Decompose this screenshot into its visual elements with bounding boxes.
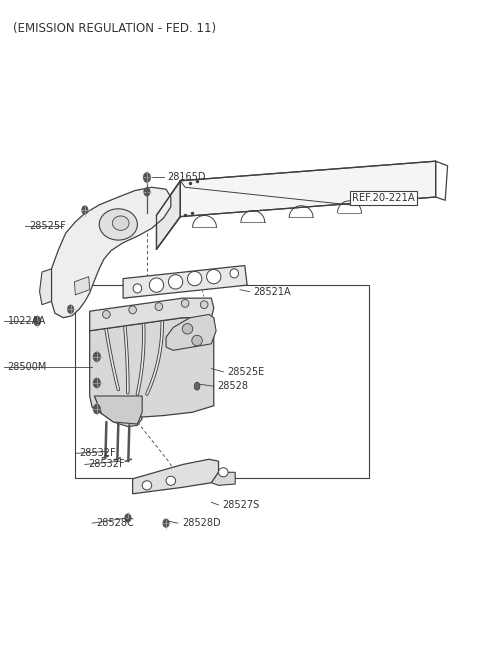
Ellipse shape — [230, 269, 239, 278]
Polygon shape — [156, 181, 180, 250]
Circle shape — [163, 519, 169, 527]
Circle shape — [94, 352, 100, 362]
Circle shape — [94, 404, 100, 413]
Polygon shape — [95, 396, 142, 424]
Polygon shape — [74, 276, 90, 295]
Text: 28527S: 28527S — [222, 500, 260, 510]
Polygon shape — [166, 314, 216, 350]
Text: 28532F: 28532F — [79, 449, 116, 458]
Text: REF.20-221A: REF.20-221A — [352, 193, 415, 203]
Circle shape — [82, 206, 88, 214]
Text: 28165D: 28165D — [168, 172, 206, 183]
Text: 1022AA: 1022AA — [8, 316, 46, 326]
Ellipse shape — [181, 299, 189, 307]
Polygon shape — [211, 472, 235, 485]
Circle shape — [34, 316, 40, 326]
Ellipse shape — [112, 216, 129, 231]
Polygon shape — [180, 161, 436, 217]
Ellipse shape — [206, 269, 221, 284]
Ellipse shape — [142, 481, 152, 490]
Ellipse shape — [103, 310, 110, 318]
Polygon shape — [90, 298, 214, 331]
Ellipse shape — [168, 274, 183, 289]
Text: (EMISSION REGULATION - FED. 11): (EMISSION REGULATION - FED. 11) — [13, 22, 216, 35]
Ellipse shape — [129, 306, 136, 314]
Circle shape — [94, 379, 100, 388]
Text: 28500M: 28500M — [8, 362, 47, 371]
Text: 28525E: 28525E — [227, 367, 264, 377]
Text: 28528: 28528 — [217, 381, 249, 391]
Ellipse shape — [155, 303, 163, 310]
Ellipse shape — [182, 324, 193, 334]
Ellipse shape — [99, 209, 137, 240]
Polygon shape — [95, 396, 142, 426]
Ellipse shape — [200, 301, 208, 309]
Polygon shape — [132, 459, 218, 494]
Polygon shape — [90, 318, 214, 417]
Ellipse shape — [218, 468, 228, 477]
Polygon shape — [51, 187, 171, 318]
Text: 28528D: 28528D — [182, 518, 220, 528]
Ellipse shape — [166, 476, 176, 485]
Ellipse shape — [188, 271, 202, 286]
Circle shape — [125, 514, 131, 522]
Polygon shape — [39, 269, 51, 305]
Circle shape — [144, 173, 150, 182]
Text: 28528C: 28528C — [96, 518, 133, 528]
Ellipse shape — [192, 335, 202, 346]
Polygon shape — [123, 265, 247, 298]
Ellipse shape — [133, 284, 142, 293]
Text: 28525F: 28525F — [29, 221, 66, 231]
Circle shape — [194, 383, 200, 390]
Bar — [75, 285, 369, 477]
Circle shape — [68, 305, 73, 313]
Circle shape — [144, 188, 150, 196]
Text: 28532F: 28532F — [89, 459, 125, 470]
Text: 28521A: 28521A — [253, 287, 291, 297]
Ellipse shape — [149, 278, 164, 292]
